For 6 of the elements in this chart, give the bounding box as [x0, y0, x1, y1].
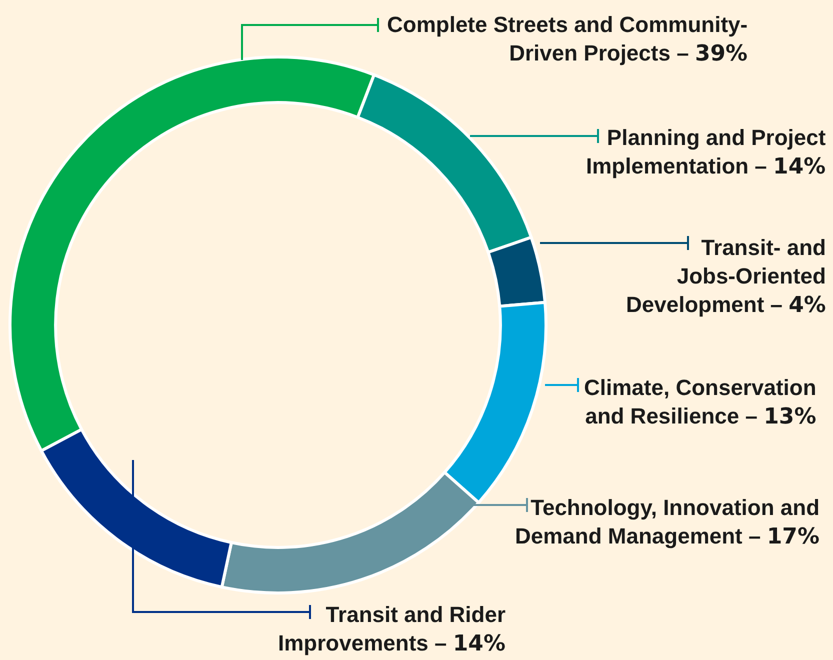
legend-label: Transit- and Jobs-Oriented Development – 4%	[626, 235, 826, 318]
legend-label: Complete Streets and Community-Driven Projects – 39%	[387, 12, 748, 67]
legend-label: Transit and Rider Improvements – 14%	[278, 602, 506, 657]
legend-label: Planning and Project Implementation – 14%	[586, 125, 826, 180]
legend-label: Technology, Innovation and Demand Management – 17%	[515, 495, 820, 550]
legend-label: Climate, Conservation and Resilience – 13%	[584, 375, 816, 430]
